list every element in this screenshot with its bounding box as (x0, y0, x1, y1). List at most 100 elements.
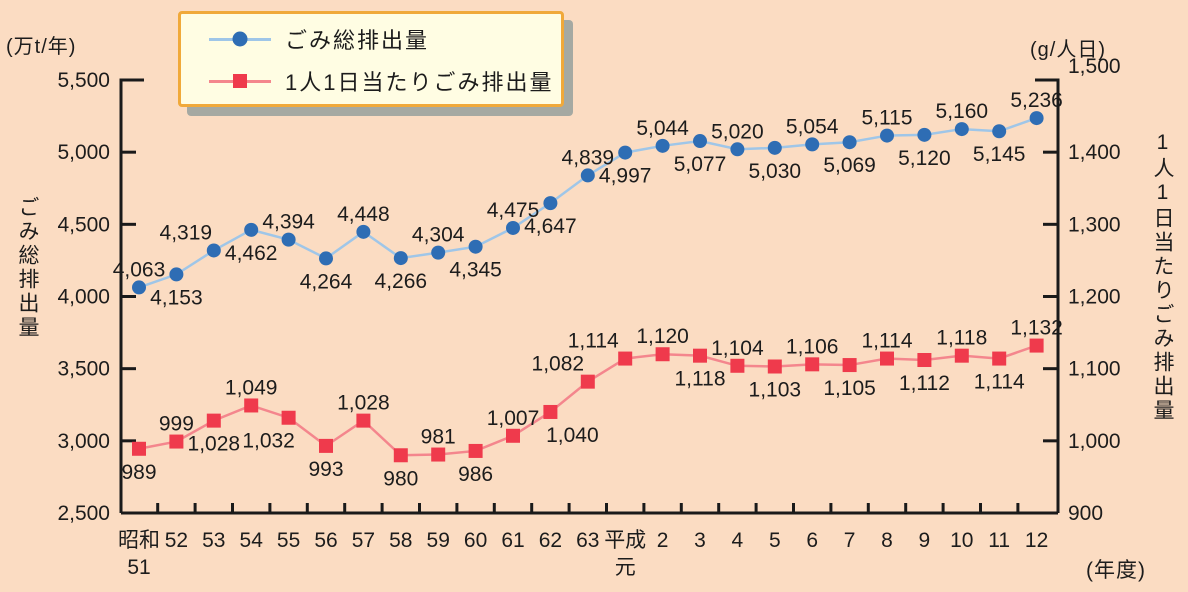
left-tick-label: 3,000 (57, 430, 110, 453)
data-label: 5,160 (936, 100, 989, 123)
data-point (842, 358, 857, 373)
data-label: 4,345 (449, 259, 502, 282)
data-label: 5,077 (674, 153, 727, 176)
x-tick-label: 57 (352, 529, 375, 552)
x-tick-label: 8 (881, 529, 893, 552)
x-tick-label: 52 (165, 529, 188, 552)
data-point (805, 357, 820, 372)
right-tick-label: 1,500 (1068, 55, 1121, 78)
data-label: 4,153 (150, 286, 203, 309)
data-label: 4,647 (524, 215, 577, 238)
x-tick-label: 6 (806, 529, 818, 552)
data-point (917, 353, 932, 368)
data-label: 1,103 (749, 379, 802, 402)
legend-dot-blue (232, 31, 248, 47)
right-axis-title: 1人1日当たりごみ排出量 (1151, 131, 1174, 423)
right-tick-label: 1,200 (1068, 286, 1121, 309)
left-tick-label: 5,500 (57, 69, 110, 92)
data-point (356, 224, 371, 239)
data-label: 989 (121, 461, 156, 484)
data-label: 1,049 (225, 376, 278, 399)
x-tick-label: 10 (950, 529, 973, 552)
right-tick-label: 1,300 (1068, 213, 1121, 236)
data-point (842, 135, 857, 150)
right-tick-label: 1,000 (1068, 430, 1121, 453)
x-tick-label: 54 (240, 529, 264, 552)
data-label: 1,028 (188, 433, 241, 456)
series-data-labels: 4,063 4,153 4,319 4,462 4,394 4,264 4,448 4,266… (113, 89, 1063, 309)
legend-label-per-capita: 1人1日当たりごみ排出量 (285, 70, 554, 95)
data-point (543, 404, 558, 419)
data-label: 5,044 (636, 117, 689, 140)
x-tick-label: 61 (501, 529, 524, 552)
red-square-marker-icon (209, 73, 271, 90)
legend-label-total-waste: ごみ総排出量 (285, 28, 430, 53)
data-point (655, 138, 670, 153)
series-data-labels: 9899991,0281,0491,0329931,0289809819861,… (121, 317, 1062, 491)
left-tick-label: 3,500 (57, 358, 110, 381)
legend-item-total-waste: ごみ総排出量 (209, 22, 561, 56)
data-point (431, 447, 446, 462)
data-label: 5,120 (898, 147, 951, 170)
data-point (244, 222, 259, 237)
data-point (992, 124, 1007, 139)
data-label: 1,114 (862, 330, 913, 353)
blue-circle-marker-icon (209, 31, 271, 48)
right-tick-label: 900 (1068, 502, 1103, 525)
axes (119, 78, 1060, 515)
data-point (281, 410, 296, 425)
series-per-capita (132, 338, 1044, 463)
data-label: 1,082 (532, 353, 585, 376)
data-point (917, 127, 932, 142)
x-tick-label: 51 (127, 556, 150, 579)
data-point (655, 347, 670, 362)
data-label: 4,394 (262, 211, 315, 234)
data-point (468, 239, 483, 254)
left-tick-label: 4,500 (57, 213, 110, 236)
tick-labels: 2,500 3,000 3,500 4,000 4,500 5,000 5,500 900 1,… (57, 55, 1120, 579)
legend-square-red (233, 74, 247, 88)
data-label: 5,145 (973, 143, 1026, 166)
data-point (580, 168, 595, 183)
data-point (356, 413, 371, 428)
x-tick-label: 53 (202, 529, 225, 552)
data-point (506, 428, 520, 443)
data-label: 4,304 (412, 224, 465, 247)
data-label: 1,040 (546, 424, 599, 447)
data-label: 4,448 (337, 203, 390, 226)
data-point (805, 137, 820, 152)
data-point (1029, 338, 1044, 353)
data-label: 1,007 (487, 407, 540, 430)
data-point (954, 122, 969, 137)
data-label: 5,069 (823, 154, 876, 177)
data-point (431, 245, 446, 260)
data-label: 4,319 (160, 221, 213, 244)
left-axis-unit: (万t/年) (6, 36, 77, 58)
data-point (281, 232, 296, 247)
data-label: 4,475 (487, 199, 540, 222)
x-tick-label: 7 (844, 529, 856, 552)
data-point (693, 348, 707, 363)
data-point (393, 251, 408, 266)
x-tick-label: 59 (427, 529, 450, 552)
right-tick-label: 1,100 (1068, 358, 1121, 381)
data-label: 1,112 (899, 372, 950, 395)
data-label: 5,236 (1010, 89, 1063, 112)
data-label: 4,266 (375, 270, 428, 293)
data-point (132, 280, 146, 295)
data-point (730, 358, 745, 373)
data-point (880, 351, 894, 366)
data-label: 993 (308, 458, 343, 481)
data-point (206, 413, 221, 428)
data-point (767, 140, 782, 155)
data-label: 980 (383, 467, 418, 490)
data-label: 1,104 (711, 337, 764, 360)
data-point (319, 438, 333, 453)
x-tick-label: 60 (464, 529, 487, 552)
data-label: 5,020 (711, 120, 764, 143)
data-point (132, 441, 146, 456)
data-label: 1,106 (786, 335, 839, 358)
data-label: 1,114 (568, 330, 619, 353)
